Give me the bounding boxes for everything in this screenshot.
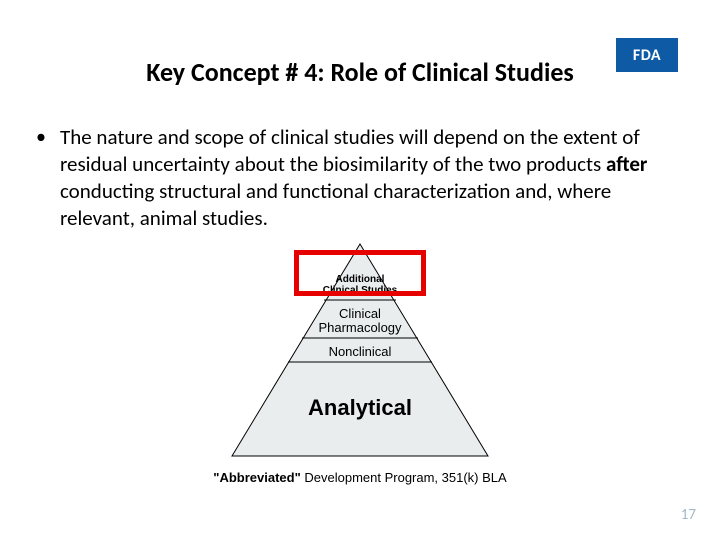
tier4-line1: Analytical: [308, 395, 412, 420]
bullet-pre: The nature and scope of clinical studies…: [60, 124, 640, 177]
tier3-line1: Nonclinical: [329, 344, 392, 359]
page-number: 17: [681, 506, 696, 524]
bullet-bold: after: [606, 151, 647, 177]
pyramid-tier-clinical-pharmacology: Clinical Pharmacology: [220, 307, 500, 335]
bullet-block: • The nature and scope of clinical studi…: [36, 124, 684, 232]
caption-rest: Development Program, 351(k) BLA: [301, 470, 507, 485]
highlight-box: [294, 250, 426, 296]
caption: "Abbreviated" Development Program, 351(k…: [0, 470, 720, 485]
pyramid-tier-nonclinical: Nonclinical: [220, 344, 500, 359]
tier2-line1: Clinical: [339, 306, 381, 321]
bullet-marker: •: [36, 124, 46, 151]
bullet-post: conducting structural and functional cha…: [60, 178, 611, 231]
tier2-line2: Pharmacology: [318, 320, 401, 335]
bullet-text: The nature and scope of clinical studies…: [60, 124, 684, 232]
pyramid-diagram: Additional Clinical Studies Clinical Pha…: [220, 240, 500, 460]
caption-bold: "Abbreviated": [213, 470, 300, 485]
slide-title: Key Concept # 4: Role of Clinical Studie…: [0, 56, 720, 88]
pyramid-tier-analytical: Analytical: [220, 395, 500, 421]
